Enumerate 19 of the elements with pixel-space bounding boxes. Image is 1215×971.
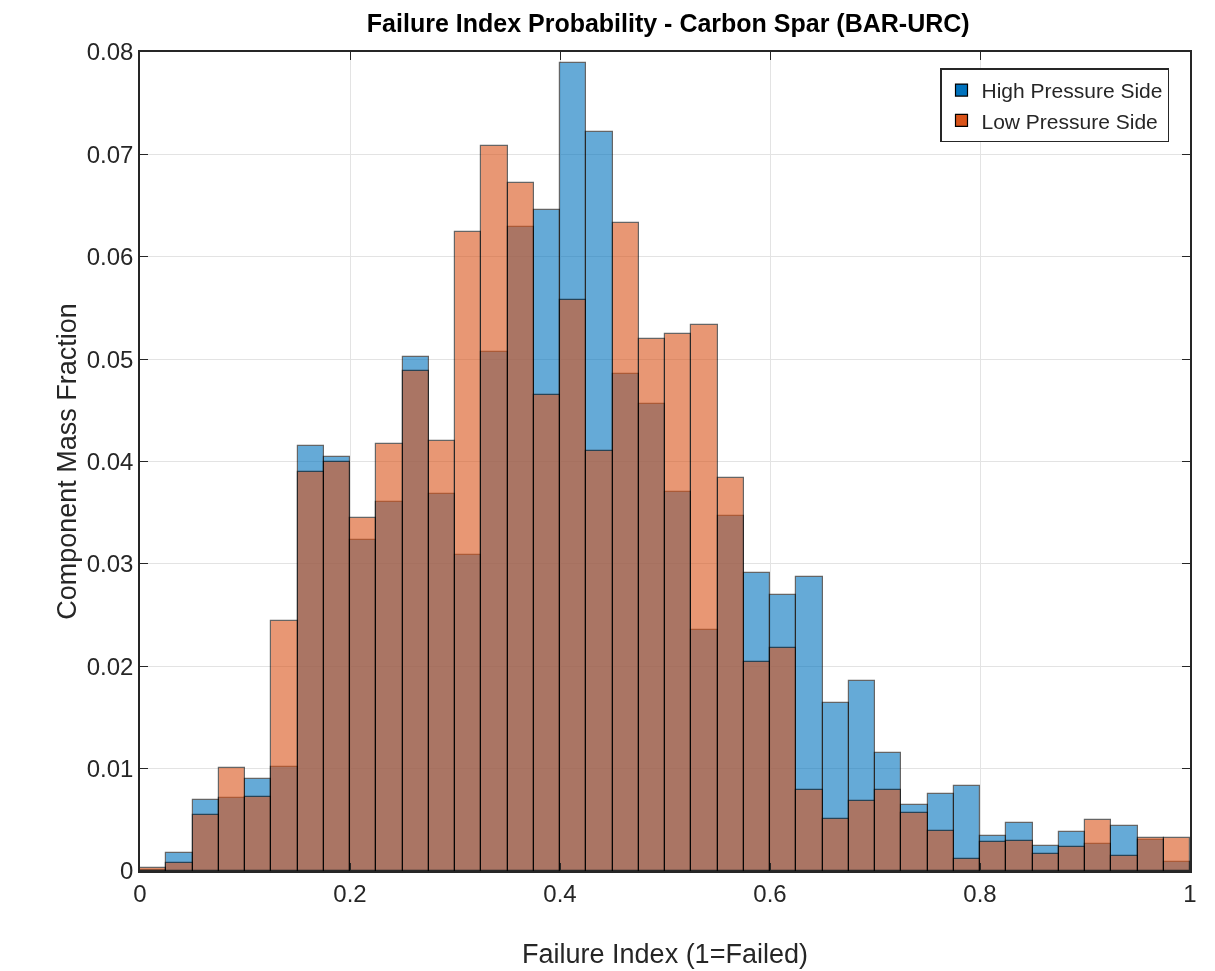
legend-label: Low Pressure Side bbox=[981, 109, 1158, 133]
y-tick-label: 0.08 bbox=[86, 38, 134, 66]
x-tick-label: 0.2 bbox=[333, 879, 367, 907]
y-axis-title: Component Mass Fraction bbox=[51, 303, 82, 620]
y-tick-label: 0.07 bbox=[86, 140, 134, 168]
y-tick-label: 0.04 bbox=[86, 447, 134, 475]
y-tick-label: 0.06 bbox=[86, 243, 134, 271]
x-tick-label: 0.6 bbox=[753, 879, 787, 907]
y-tick-label: 0.03 bbox=[86, 550, 134, 578]
x-axis-title: Failure Index (1=Failed) bbox=[522, 938, 808, 969]
legend-label: High Pressure Side bbox=[981, 79, 1163, 103]
y-tick-label: 0.05 bbox=[86, 345, 134, 373]
x-tick-label: 0.4 bbox=[543, 879, 577, 907]
x-tick-label: 1 bbox=[1183, 879, 1197, 907]
y-tick-label: 0.02 bbox=[86, 652, 134, 680]
x-tick-label: 0.8 bbox=[963, 879, 997, 907]
chart-title: Failure Index Probability - Carbon Spar (BAR-URC) bbox=[366, 9, 970, 38]
y-tick-label: 0.01 bbox=[86, 755, 134, 783]
y-tick-label: 0 bbox=[120, 857, 134, 885]
